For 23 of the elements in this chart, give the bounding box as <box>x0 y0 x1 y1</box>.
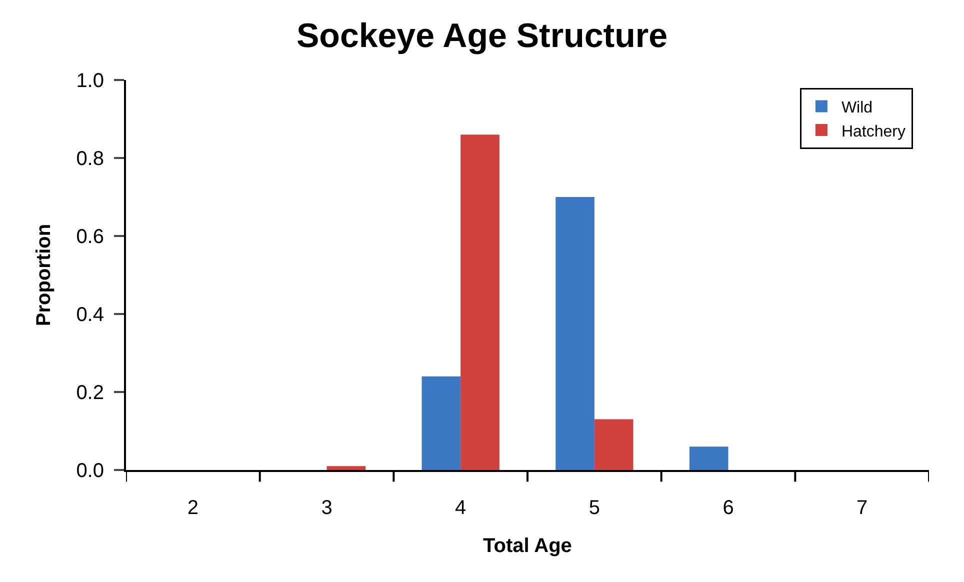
legend-label: Wild <box>841 99 873 116</box>
x-tick-label: 7 <box>856 497 868 519</box>
y-tick-label: 0.6 <box>76 226 104 248</box>
x-axis-title: Total Age <box>483 535 572 557</box>
x-tick-label: 5 <box>588 497 600 519</box>
bar <box>594 419 634 470</box>
y-axis-title: Proportion <box>33 224 56 326</box>
legend-label: Hatchery <box>841 123 906 140</box>
x-tick-label: 6 <box>722 497 734 519</box>
bar <box>460 134 500 470</box>
chart-title: Sockeye Age Structure <box>296 17 668 56</box>
bar <box>556 197 594 470</box>
y-tick-label: 0.4 <box>76 304 104 326</box>
x-tick-label: 2 <box>187 497 198 519</box>
x-tick-label: 4 <box>455 497 466 519</box>
y-tick-label: 0.8 <box>76 148 104 170</box>
bar <box>422 376 461 470</box>
bar <box>326 466 366 470</box>
y-tick-label: 0.0 <box>76 460 104 482</box>
x-tick-label: 3 <box>321 497 332 519</box>
bar <box>689 446 728 470</box>
y-tick-label: 1.0 <box>76 70 104 92</box>
y-tick-label: 0.2 <box>76 382 104 404</box>
